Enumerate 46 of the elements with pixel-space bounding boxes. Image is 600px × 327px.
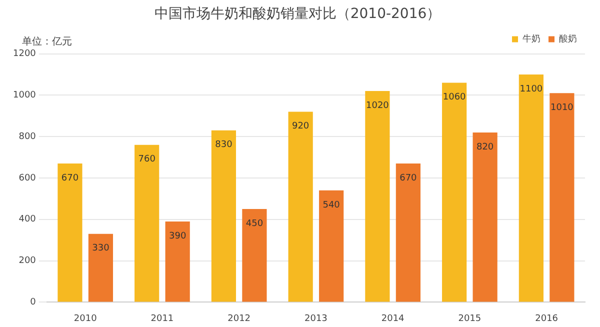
data-label: 670 <box>61 173 79 184</box>
y-tick-label: 200 <box>18 256 36 266</box>
data-label: 670 <box>400 173 418 184</box>
bar <box>288 112 313 302</box>
data-label: 390 <box>168 231 186 242</box>
data-label: 330 <box>92 244 110 254</box>
bar <box>518 74 544 302</box>
bar <box>58 164 82 302</box>
data-label: 1060 <box>442 92 466 103</box>
x-tick-label: 2014 <box>381 314 405 324</box>
bar <box>88 234 114 302</box>
x-tick-label: 2011 <box>150 314 174 324</box>
bar <box>396 164 420 302</box>
y-tick-label: 1200 <box>13 49 36 60</box>
x-tick-label: 2012 <box>228 314 251 324</box>
x-tick-label: 2015 <box>458 314 482 324</box>
y-tick-label: 400 <box>18 214 36 225</box>
bar <box>442 82 467 302</box>
y-tick-label: 1000 <box>13 90 36 101</box>
bar <box>165 221 190 302</box>
legend-label: 酸奶 <box>559 34 577 45</box>
bar <box>365 91 390 302</box>
data-label: 760 <box>138 154 156 165</box>
data-label: 1010 <box>550 102 574 113</box>
data-label: 450 <box>246 218 264 229</box>
bar <box>472 132 498 302</box>
y-tick-label: 0 <box>30 298 36 308</box>
data-label: 1020 <box>366 100 390 111</box>
x-tick-label: 2010 <box>74 314 98 324</box>
bar <box>319 190 344 302</box>
data-label: 830 <box>215 140 233 150</box>
bar <box>134 144 160 302</box>
data-label: 1100 <box>520 84 543 94</box>
y-axis-title: 单位：亿元 <box>22 36 72 48</box>
y-tick-label: 600 <box>18 173 36 184</box>
bar <box>211 130 236 302</box>
bar <box>550 93 574 302</box>
data-label: 920 <box>292 122 310 132</box>
x-tick-label: 2016 <box>535 314 558 324</box>
data-label: 540 <box>322 200 340 210</box>
legend-label: 牛奶 <box>522 34 540 45</box>
chart-title: 中国市场牛奶和酸奶销量对比（2010-2016） <box>154 6 441 22</box>
data-label: 820 <box>476 142 494 152</box>
bar <box>242 209 267 302</box>
y-tick-label: 800 <box>18 132 36 142</box>
x-tick-label: 2013 <box>304 314 328 324</box>
